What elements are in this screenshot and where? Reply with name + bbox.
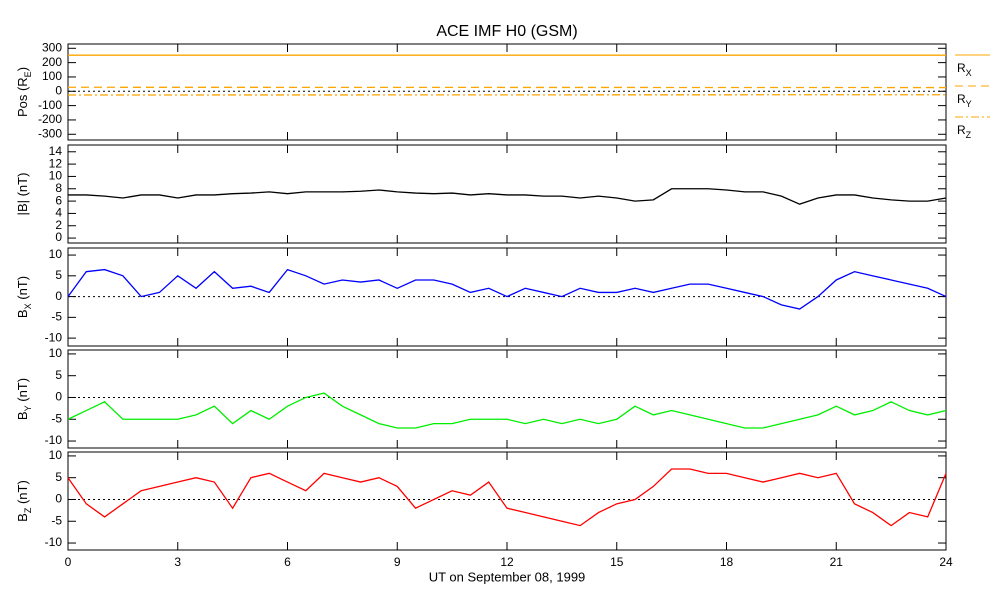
y-tick-label: -5 <box>51 411 62 425</box>
y-tick-label: 5 <box>55 268 62 282</box>
y-tick-label: 0 <box>55 289 62 303</box>
y-tick-label: 5 <box>55 470 62 484</box>
legend-label: RX <box>957 61 972 78</box>
y-axis-label-part: B <box>15 411 30 420</box>
y-tick-label: -100 <box>38 98 62 112</box>
legend-label: RY <box>957 92 972 109</box>
legend-label-part: R <box>957 61 966 75</box>
legend-label-part: R <box>957 123 966 137</box>
y-tick-label: -10 <box>45 535 63 549</box>
y-tick-label: 200 <box>42 55 62 69</box>
panel-frame <box>67 349 947 449</box>
x-axis-label: UT on September 08, 1999 <box>429 569 586 584</box>
y-tick-label: 0 <box>55 230 62 244</box>
y-axis-label-part: (nT) <box>15 480 30 507</box>
y-axis-label-part: E <box>23 71 33 77</box>
y-axis-label-part: (nT) <box>15 276 30 303</box>
y-axis-label-part: Pos (R <box>15 77 30 117</box>
y-axis-label-part: Y <box>23 405 33 411</box>
y-tick-label: -10 <box>45 330 63 344</box>
y-tick-label: 2 <box>55 218 62 232</box>
y-tick-label: 10 <box>49 247 63 261</box>
y-tick-label: 0 <box>55 83 62 97</box>
y-axis-label-part: X <box>23 303 33 309</box>
x-tick-label: 0 <box>65 555 72 569</box>
y-axis-label-part: B <box>15 513 30 522</box>
y-tick-label: 14 <box>49 144 63 158</box>
x-tick-label: 24 <box>939 555 953 569</box>
y-axis-label: BY (nT) <box>15 378 33 420</box>
x-tick-label: 9 <box>394 555 401 569</box>
panel-frame <box>67 144 947 244</box>
x-tick-label: 18 <box>720 555 734 569</box>
y-tick-label: 300 <box>42 40 62 54</box>
y-tick-label: -10 <box>45 433 63 447</box>
y-tick-label: 100 <box>42 69 62 83</box>
legend-label-part: Y <box>966 99 972 109</box>
y-tick-label: 10 <box>49 448 63 462</box>
legend-label-part: Z <box>966 130 972 140</box>
y-axis-label: Pos (RE) <box>15 67 33 117</box>
data-line <box>67 268 947 310</box>
x-tick-label: 15 <box>610 555 624 569</box>
data-line <box>67 468 947 527</box>
y-tick-label: 5 <box>55 368 62 382</box>
y-axis-label-part: ) <box>15 67 30 71</box>
panel-frame <box>67 451 947 551</box>
legend-label: RZ <box>957 123 972 140</box>
y-tick-label: 12 <box>49 156 63 170</box>
y-axis-label: BX (nT) <box>15 276 33 318</box>
y-tick-label: 10 <box>49 169 63 183</box>
data-line <box>68 188 947 205</box>
legend-label-part: X <box>966 68 972 78</box>
y-tick-label: -5 <box>51 513 62 527</box>
y-axis-label: BZ (nT) <box>15 480 33 522</box>
y-tick-label: 6 <box>55 193 62 207</box>
y-tick-label: 8 <box>55 181 62 195</box>
y-tick-label: 0 <box>55 492 62 506</box>
y-tick-label: -300 <box>38 126 62 140</box>
y-axis-label: |B| (nT) <box>15 173 30 216</box>
y-axis-label-part: (nT) <box>15 378 30 405</box>
y-tick-label: 4 <box>55 206 62 220</box>
data-line <box>67 392 947 429</box>
chart-title: ACE IMF H0 (GSM) <box>436 23 577 40</box>
y-tick-label: -5 <box>51 310 62 324</box>
legend-label-part: R <box>957 92 966 106</box>
y-axis-label-part: Z <box>23 507 33 513</box>
y-tick-label: 0 <box>55 390 62 404</box>
y-tick-label: 10 <box>49 346 63 360</box>
y-tick-label: -200 <box>38 112 62 126</box>
x-tick-label: 12 <box>500 555 514 569</box>
y-axis-label-part: |B| (nT) <box>15 173 30 216</box>
x-tick-label: 21 <box>830 555 844 569</box>
x-tick-label: 6 <box>284 555 291 569</box>
x-tick-label: 3 <box>174 555 181 569</box>
y-axis-label-part: B <box>15 309 30 318</box>
panel-frame <box>67 43 947 141</box>
